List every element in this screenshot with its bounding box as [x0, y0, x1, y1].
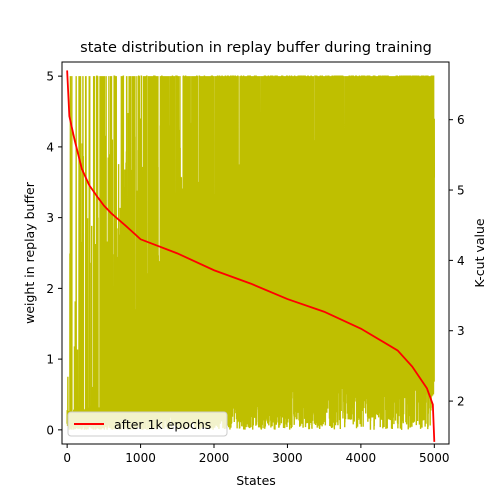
y-left-tick-label: 2 [46, 282, 54, 296]
y-left-tick-label: 0 [46, 423, 54, 437]
x-tick-label: 5000 [419, 451, 450, 465]
x-tick-label: 2000 [199, 451, 230, 465]
chart-title: state distribution in replay buffer duri… [80, 40, 432, 56]
y-axis-right-label: K-cut value [472, 218, 487, 288]
legend-label-after-1k-epochs: after 1k epochs [114, 417, 211, 432]
axes-layer: 0 1000 2000 3000 4000 5000 0 1 2 3 4 5 2 3 4 5 6 [46, 61, 465, 465]
y-right-tick-label: 6 [457, 113, 465, 127]
y-right-tick-label: 3 [457, 324, 465, 338]
series-layer [66, 70, 436, 442]
y-right-tick-label: 2 [457, 395, 465, 409]
y-axis-left-label: weight in replay buffer [22, 181, 37, 324]
y-left-tick-label: 4 [46, 140, 54, 154]
y-right-tick-label: 4 [457, 254, 465, 268]
x-tick-label: 4000 [346, 451, 377, 465]
series-after-1k-epochs-line [66, 70, 436, 442]
legend: after 1k epochs [67, 411, 228, 437]
x-tick-label: 1000 [125, 451, 156, 465]
y-right-tick-label: 5 [457, 184, 465, 198]
x-tick-label: 3000 [272, 451, 303, 465]
x-tick-label: 0 [63, 451, 71, 465]
y-left-tick-label: 1 [46, 353, 54, 367]
x-axis-label: States [236, 473, 276, 488]
plot-frame [61, 61, 450, 445]
series-replay-weight-line [66, 75, 436, 430]
legend-box [67, 411, 228, 437]
y-left-tick-label: 5 [46, 70, 54, 84]
y-left-tick-label: 3 [46, 211, 54, 225]
